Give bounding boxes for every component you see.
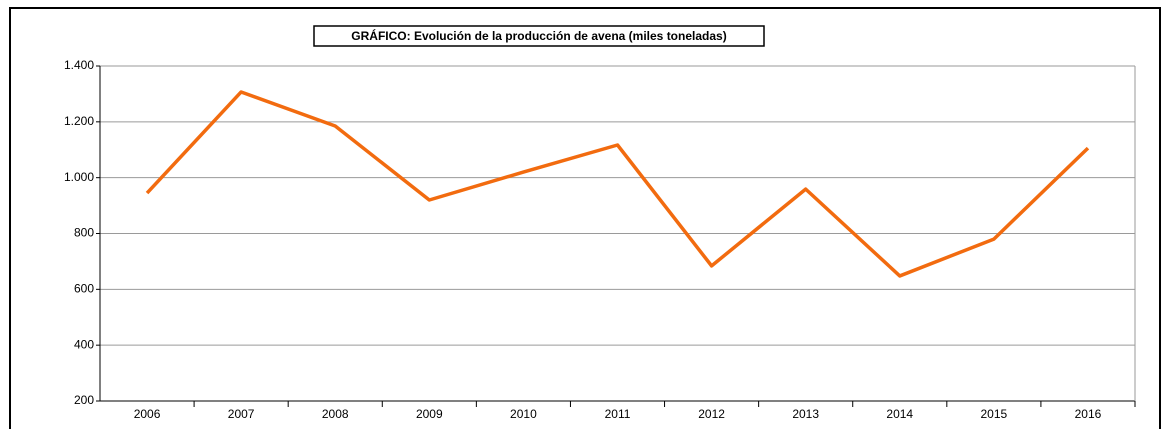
y-tick-label: 1.400 [64, 58, 94, 72]
x-tick-label: 2006 [134, 407, 161, 421]
y-tick-label: 1.000 [64, 170, 94, 184]
chart-frame [9, 7, 1161, 429]
y-tick-label: 1.200 [64, 114, 94, 128]
data-line [145, 90, 1090, 278]
x-tick-label: 2011 [605, 407, 631, 421]
x-tick-label: 2013 [792, 407, 819, 421]
x-tick-label: 2008 [322, 407, 349, 421]
x-tick-label: 2015 [981, 407, 1008, 421]
title-box [313, 25, 765, 47]
y-tick-label: 600 [74, 282, 94, 296]
x-tick-label: 2007 [228, 407, 255, 421]
x-tick-label: 2009 [416, 407, 443, 421]
x-tick-label: 2012 [698, 407, 725, 421]
x-tick-label: 2016 [1075, 407, 1102, 421]
y-tick-label: 200 [74, 393, 94, 407]
chart-title: GRÁFICO: Evolución de la producción de a… [351, 28, 726, 43]
y-tick-label: 400 [74, 337, 94, 351]
y-tick-label: 800 [74, 226, 94, 240]
x-tick-label: 2014 [886, 407, 913, 421]
x-tick-label: 2010 [510, 407, 537, 421]
